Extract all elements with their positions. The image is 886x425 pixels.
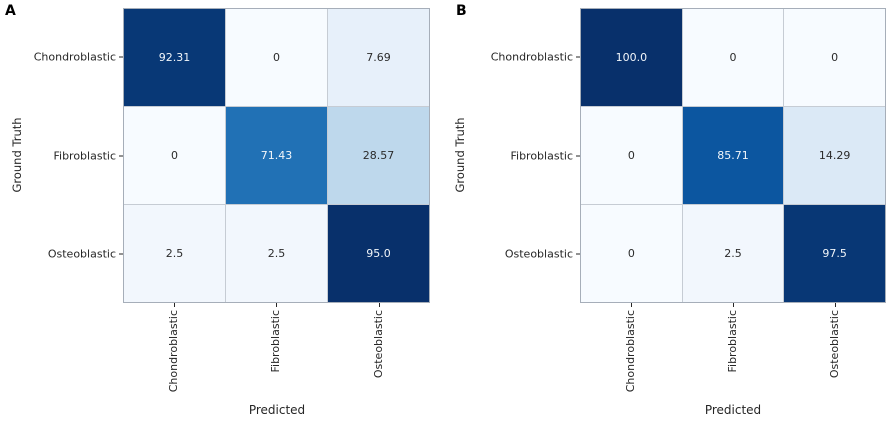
y-tick-mark xyxy=(119,56,123,58)
x-tick-mark xyxy=(631,303,632,307)
heatmap-cell: 0 xyxy=(226,9,327,106)
heatmap-cell: 0 xyxy=(581,205,682,302)
column-label-text: Osteoblastic xyxy=(828,310,841,379)
heatmap-cell: 2.5 xyxy=(682,205,784,302)
cell-value: 2.5 xyxy=(267,247,286,260)
cell-value: 2.5 xyxy=(165,247,184,260)
row-label-osteoblastic: Osteoblastic xyxy=(505,248,580,261)
x-tick-mark xyxy=(379,303,380,307)
x-axis-label: Predicted xyxy=(704,403,762,417)
column-label-text: Chondroblastic xyxy=(167,310,180,393)
cell-value: 2.5 xyxy=(724,247,742,260)
column-label-text: Osteoblastic xyxy=(372,310,385,379)
heatmap-cell: 0 xyxy=(682,9,784,106)
y-tick-mark xyxy=(576,155,580,157)
cell-value: 7.69 xyxy=(366,51,391,64)
cell-value: 0 xyxy=(627,149,635,162)
row-label-chondroblastic: Chondroblastic xyxy=(34,51,123,64)
cell-value: 95.0 xyxy=(366,247,391,260)
cell-value: 28.57 xyxy=(362,149,395,162)
cell-value: 71.43 xyxy=(260,149,293,162)
row-label-text: Osteoblastic xyxy=(47,247,116,261)
row-label-text: Fibroblastic xyxy=(53,149,116,163)
heatmap-cell: 85.71 xyxy=(682,107,784,204)
row-label-text: Chondroblastic xyxy=(33,50,116,64)
row-label-chondroblastic: Chondroblastic xyxy=(491,51,580,64)
x-tick-mark xyxy=(835,303,836,307)
y-tick-mark xyxy=(576,253,580,255)
heatmap-cell: 71.43 xyxy=(226,107,327,204)
cell-value: 92.31 xyxy=(158,51,191,64)
heatmap-cell: 100.0 xyxy=(581,9,682,106)
cell-value: 97.5 xyxy=(822,247,847,260)
row-label-fibroblastic: Fibroblastic xyxy=(510,150,580,163)
heatmap-cell: 92.31 xyxy=(124,9,225,106)
panel-b-label: B xyxy=(456,3,467,19)
cell-value: 85.71 xyxy=(717,149,749,162)
row-label-osteoblastic: Osteoblastic xyxy=(48,248,123,261)
cell-value: 0 xyxy=(831,51,839,64)
y-axis-label: Ground Truth xyxy=(453,117,467,193)
heatmap-cell: 0 xyxy=(581,107,682,204)
cell-value: 100.0 xyxy=(615,51,648,64)
panel-a-label: A xyxy=(5,3,16,19)
heatmap-cell: 14.29 xyxy=(784,107,885,204)
cell-value: 0 xyxy=(729,51,737,64)
cell-value: 0 xyxy=(171,149,178,162)
heatmap-grid: 92.31 0 7.69 0 71.43 28.57 2.5 2.5 95.0 xyxy=(123,8,430,303)
panel-b: B Ground Truth Chondroblastic Fibroblasti… xyxy=(443,0,886,425)
x-tick-mark xyxy=(276,303,277,307)
heatmap-cell: 2.5 xyxy=(124,205,225,302)
row-label-text: Osteoblastic xyxy=(504,247,573,261)
column-label-text: Chondroblastic xyxy=(624,310,637,393)
row-label-text: Fibroblastic xyxy=(510,149,573,163)
cell-value: 14.29 xyxy=(818,149,851,162)
heatmap-cell: 7.69 xyxy=(328,9,429,106)
x-axis-label: Predicted xyxy=(248,403,306,417)
y-axis-label: Ground Truth xyxy=(10,117,24,193)
heatmap-cell: 28.57 xyxy=(328,107,429,204)
column-label-text: Fibroblastic xyxy=(726,310,739,373)
y-tick-mark xyxy=(119,155,123,157)
heatmap-cell: 95.0 xyxy=(328,205,429,302)
column-label-text: Fibroblastic xyxy=(269,310,282,373)
y-tick-mark xyxy=(119,253,123,255)
row-label-text: Chondroblastic xyxy=(490,50,573,64)
cell-value: 0 xyxy=(627,247,635,260)
heatmap-cell: 97.5 xyxy=(784,205,885,302)
x-tick-mark xyxy=(174,303,175,307)
heatmap-grid: 100.0 0 0 0 85.71 14.29 0 2.5 97.5 xyxy=(580,8,886,303)
heatmap-cell: 0 xyxy=(124,107,225,204)
x-tick-mark xyxy=(733,303,734,307)
heatmap-cell: 0 xyxy=(784,9,885,106)
cell-value: 0 xyxy=(273,51,280,64)
row-label-fibroblastic: Fibroblastic xyxy=(53,150,123,163)
y-tick-mark xyxy=(576,56,580,58)
panel-a: A Ground Truth Chondroblastic Fibroblasti… xyxy=(5,3,430,417)
heatmap-cell: 2.5 xyxy=(226,205,327,302)
